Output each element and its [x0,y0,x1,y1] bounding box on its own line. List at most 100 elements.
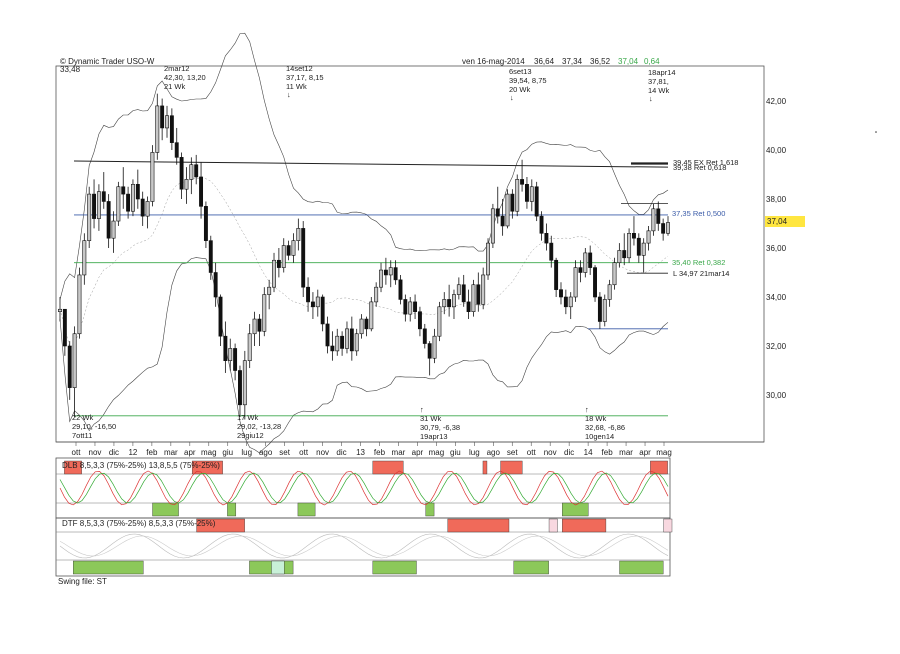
candle [413,294,418,320]
dlb-zone-red [372,460,404,475]
svg-text:10gen14: 10gen14 [585,432,614,441]
time-label: ott [72,448,82,457]
candle-body [82,240,87,276]
candle [165,105,169,138]
swing-label-2mar12: 2mar12 42,30, 13,20 21 Wk [164,64,206,91]
time-label: mag [201,448,217,457]
candlestick-series [58,93,670,420]
candle-body [77,274,82,335]
candle-body [476,284,481,305]
svg-text:6set13: 6set13 [509,67,532,76]
candle-body [593,267,597,298]
dlb-zone-red [482,460,488,475]
candle [301,221,306,297]
dtf-panel-frame [55,517,671,577]
candle [379,262,383,293]
retracement-levels [73,160,669,417]
candle [515,174,520,217]
dtf-label: DTF 8,5,3,3 (75%-25%) 8,5,3,3 (75%-25%) [62,519,216,528]
candle-body [150,152,155,202]
dtf-oscillator [59,533,669,559]
candle-body [213,272,218,298]
candle [160,98,165,141]
candle-body [393,267,398,281]
candle-body [466,301,471,312]
candle [452,289,456,320]
candle [374,282,379,307]
candle-body [238,370,242,406]
time-label: 14 [584,448,593,457]
time-label: dic [109,448,119,457]
candle-body [583,252,588,273]
dtf-zone-green [372,560,417,575]
candle-body [403,299,408,315]
candle-body [121,186,126,195]
candle-body [330,345,335,352]
candle-body [228,348,233,362]
svg-text:22 Wk: 22 Wk [72,413,94,422]
candle-body [208,240,213,273]
swing-label-6set13: 6set13 39,54, 8,75 20 Wk ↓ [509,67,547,102]
candle [306,277,311,312]
candle-body [631,233,636,239]
price-tick-42: 42,00 [766,97,787,106]
swing-arrow-down-icon: ↓ [510,93,514,102]
dtf-zone-green [249,560,294,575]
time-label: mag [429,448,445,457]
svg-text:29,02, -13,28: 29,02, -13,28 [237,422,281,431]
dlb-zone-green [152,502,179,517]
candle-body [495,208,500,217]
candle [174,127,179,165]
svg-text:32,68, -6,86: 32,68, -6,86 [585,423,625,432]
time-label: ott [527,448,537,457]
swing-label-7ott11: 22 Wk 29,10, -16,50 7ott11 [72,413,116,440]
candle [320,294,325,332]
candle-body [223,335,228,362]
candle [466,289,471,320]
level-label-low: L 34,97 21mar14 [673,269,729,278]
candle-body [383,269,388,276]
header-low-value: 33,48 [60,65,81,74]
time-axis: ott nov dic 12 feb mar apr mag giu lug ago set ott no… [72,442,672,457]
candle [131,179,135,217]
candle-body [267,286,272,295]
candle-body [62,308,67,347]
candle-body [96,191,101,219]
middle-band-line [59,178,669,349]
candle-body [145,201,150,217]
candle-body [471,284,476,313]
time-label: giu [222,448,233,457]
candle-body [320,296,325,325]
dlb-zone-green [425,502,435,517]
candle [87,186,92,248]
candle-body [447,299,452,308]
candle-body [257,318,262,332]
candle-body [588,252,593,268]
candle [388,260,393,288]
candle [588,245,593,275]
svg-text:39,54, 8,75: 39,54, 8,75 [509,76,547,85]
candle [252,311,257,346]
candle [447,284,452,317]
candle [573,260,578,302]
svg-text:37,81,: 37,81, [648,77,669,86]
candle [490,203,495,248]
dlb-oscillator [59,470,669,506]
candle-body [101,191,106,202]
candle-body [461,284,466,303]
candle-body [456,284,461,295]
candle [121,167,126,209]
time-label: feb [602,448,614,457]
dlb-zone-green [227,502,237,517]
candle [437,301,442,342]
time-label: apr [184,448,196,457]
candle [330,331,335,361]
candle [111,211,116,253]
candle [549,235,554,268]
candle-body [189,164,194,180]
candle [101,172,106,209]
swing-label-19apr13: ↑ 31 Wk 30,79, -6,38 19apr13 [420,405,460,441]
candle-body [524,184,529,202]
swing-label-14set12: 14set12 37,17, 8,15 11 Wk ↓ [286,64,324,99]
dtf-zone-red [196,518,245,533]
